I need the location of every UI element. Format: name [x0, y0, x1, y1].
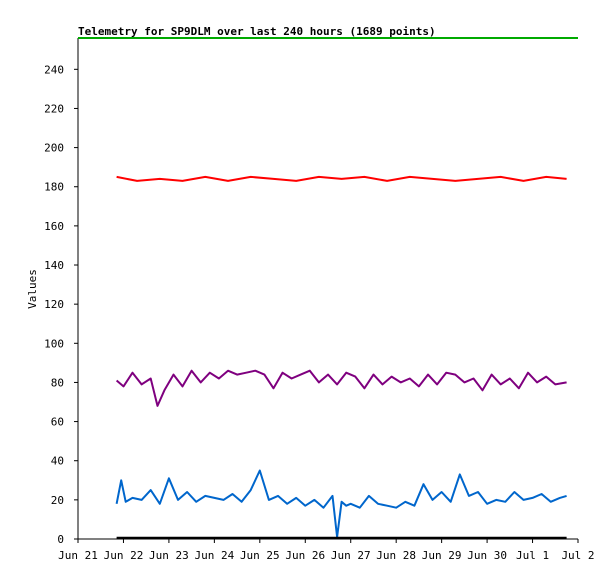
y-tick-label: 200 [44, 142, 64, 155]
y-tick-label: 140 [44, 259, 64, 272]
series-line-3 [115, 469, 567, 538]
x-tick-label: Jun 25 [240, 549, 280, 562]
y-tick-label: 180 [44, 181, 64, 194]
x-tick-label: Jun 22 [104, 549, 144, 562]
series-layer [78, 37, 578, 539]
y-tick-label: 60 [51, 416, 64, 429]
x-tick-label: Jun 23 [149, 549, 189, 562]
y-tick-label: 100 [44, 337, 64, 350]
x-tick-label: Jun 21 [58, 549, 98, 562]
x-tick-label: Jun 27 [331, 549, 371, 562]
y-tick-label: 40 [51, 455, 64, 468]
series-line-2 [115, 369, 567, 407]
x-tick-label: Jun 24 [194, 549, 234, 562]
chart-title: Telemetry for SP9DLM over last 240 hours… [78, 25, 436, 38]
y-tick-label: 160 [44, 220, 64, 233]
y-tick-label: 220 [44, 102, 64, 115]
series-line-1 [116, 175, 567, 182]
y-tick-label: 120 [44, 298, 64, 311]
y-tick-label: 240 [44, 63, 64, 76]
x-tick-label: Jun 26 [285, 549, 325, 562]
x-tick-label: Jul 2 [561, 549, 594, 562]
x-tick-label: Jun 28 [376, 549, 416, 562]
y-tick-label: 80 [51, 376, 64, 389]
x-tick-label: Jun 29 [422, 549, 462, 562]
x-tick-label: Jul 1 [516, 549, 549, 562]
y-tick-label: 0 [57, 533, 64, 546]
x-tick-label: Jun 30 [467, 549, 507, 562]
y-axis-title: Values [26, 269, 39, 309]
ticks-layer: 0 20 40 60 80 100 120 140 160 180 200 220 240 Jun 21 J… [44, 63, 594, 562]
y-tick-label: 20 [51, 494, 64, 507]
